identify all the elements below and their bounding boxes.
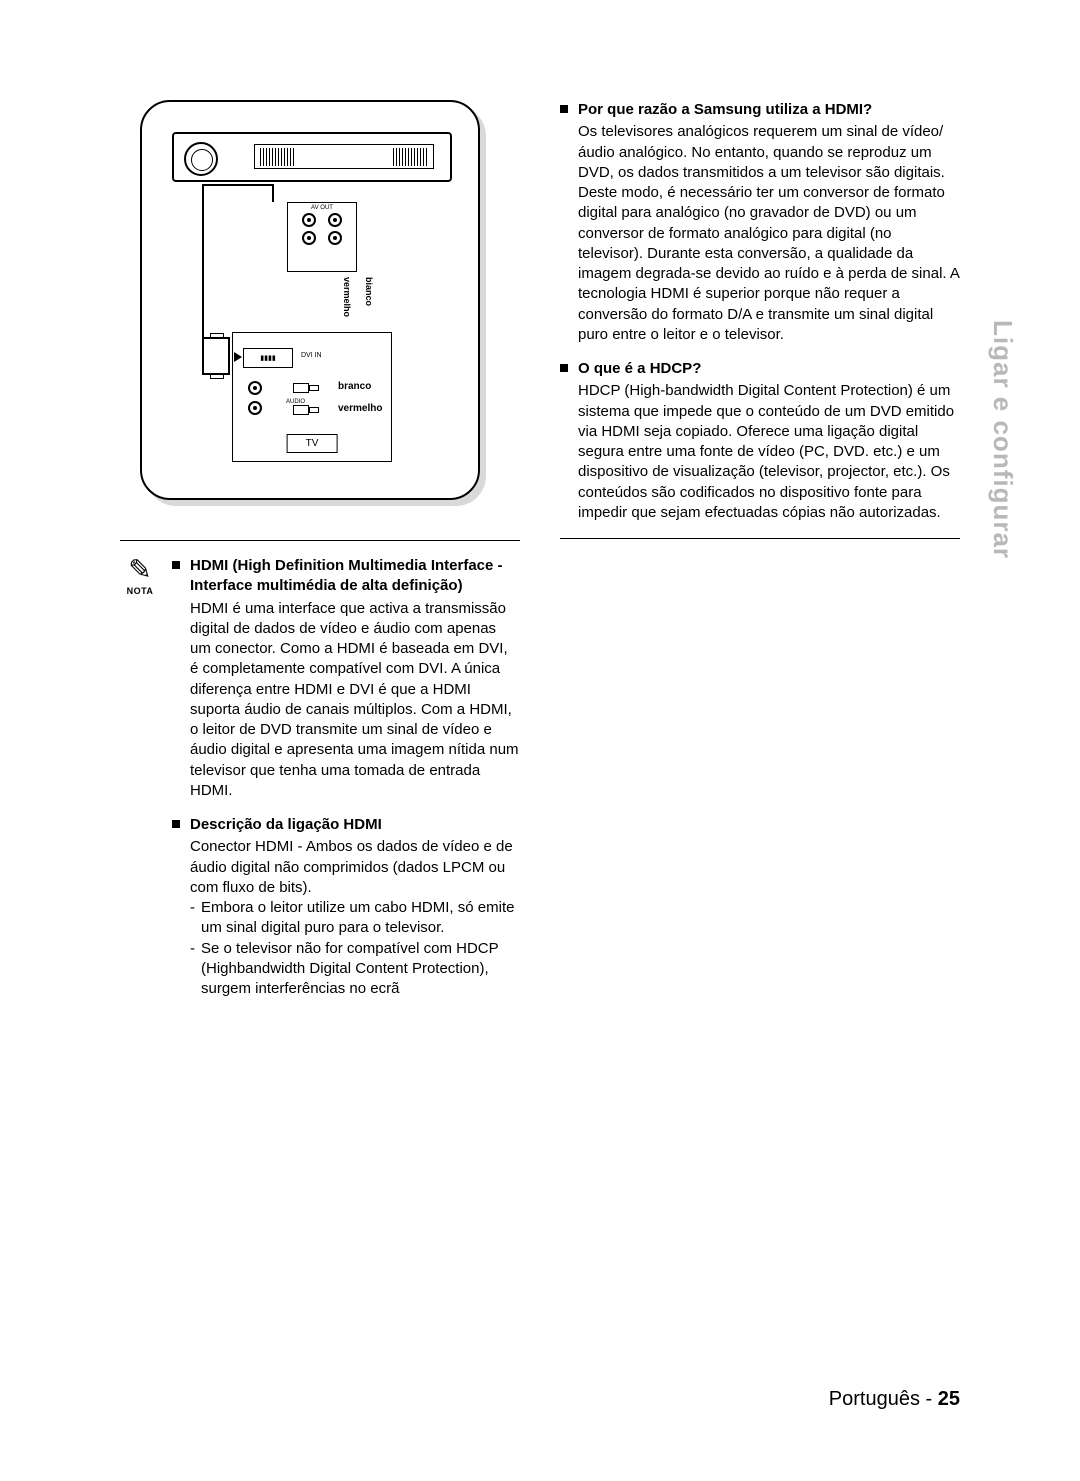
- nota-icon-column: ✎ NOTA: [120, 556, 160, 1013]
- tv-label: TV: [287, 434, 338, 453]
- rca-plug-icon: [293, 383, 333, 393]
- divider: [560, 538, 960, 539]
- rca-jack-icon: [302, 213, 316, 227]
- rca-jack-icon: [248, 401, 262, 415]
- cable-color-labels-vertical: vermelho bianco: [342, 277, 374, 317]
- sub-text: Embora o leitor utilize um cabo HDMI, só…: [201, 898, 520, 939]
- bullet-body: Por que razão a Samsung utiliza a HDMI? …: [578, 100, 960, 345]
- footer-sep: -: [920, 1388, 938, 1410]
- rca-jack-icon: [328, 213, 342, 227]
- section-side-tab: Ligar e configurar: [987, 320, 1018, 559]
- bullet-title: Por que razão a Samsung utiliza a HDMI?: [578, 100, 960, 120]
- bullet-title: HDMI (High Definition Multimedia Interfa…: [190, 556, 520, 597]
- bullet-body: O que é a HDCP? HDCP (High-bandwidth Dig…: [578, 359, 960, 523]
- dash-icon: -: [190, 898, 195, 939]
- bullet-body: HDMI (High Definition Multimedia Interfa…: [190, 556, 520, 801]
- bullet-marker-icon: [560, 105, 568, 113]
- bullet-title: O que é a HDCP?: [578, 359, 960, 379]
- tv-box: ▮▮▮▮ DVI IN AUDIO branco vermelho TV: [232, 332, 392, 462]
- sub-list-item: - Se o televisor não for compatível com …: [190, 939, 520, 1000]
- rca-jack-icon: [328, 231, 342, 245]
- right-column: Por que razão a Samsung utiliza a HDMI? …: [560, 100, 960, 1013]
- pencil-icon: ✎: [120, 556, 160, 584]
- cable-segment: [202, 184, 204, 339]
- left-column: AV OUT vermelho bianco: [120, 100, 520, 1013]
- av-out-box: AV OUT: [287, 202, 357, 272]
- bullet-body: Descrição da ligação HDMI Conector HDMI …: [190, 815, 520, 999]
- dvr-unit: [172, 132, 452, 182]
- dvr-back-panel: [254, 144, 434, 169]
- label-bianco-vert: bianco: [364, 277, 374, 317]
- dash-icon: -: [190, 939, 195, 1000]
- bullet-text: HDCP (High-bandwidth Digital Content Pro…: [578, 381, 960, 523]
- rca-jack-icon: [248, 381, 262, 395]
- sub-list: - Embora o leitor utilize um cabo HDMI, …: [190, 898, 520, 999]
- label-branco: branco: [338, 381, 371, 392]
- sub-text: Se o televisor não for compatível com HD…: [201, 939, 520, 1000]
- label-vermelho-vert: vermelho: [342, 277, 352, 317]
- fan-icon: [184, 142, 218, 176]
- bullet-marker-icon: [560, 364, 568, 372]
- bullet-item: O que é a HDCP? HDCP (High-bandwidth Dig…: [560, 359, 960, 523]
- bullet-item: Por que razão a Samsung utiliza a HDMI? …: [560, 100, 960, 345]
- label-vermelho: vermelho: [338, 403, 382, 414]
- footer-language: Português: [829, 1388, 920, 1410]
- audio-jacks: AUDIO: [248, 381, 262, 421]
- cable-segment: [202, 184, 272, 186]
- divider: [120, 540, 520, 541]
- bullet-title: Descrição da ligação HDMI: [190, 815, 520, 835]
- dvi-connector-icon: [202, 337, 230, 375]
- dvi-in-label: DVI IN: [301, 352, 322, 359]
- nota-content: HDMI (High Definition Multimedia Interfa…: [172, 556, 520, 1013]
- av-out-label: AV OUT: [288, 203, 356, 211]
- bullet-text: Os televisores analógicos requerem um si…: [578, 122, 960, 345]
- bullet-marker-icon: [172, 820, 180, 828]
- bullet-item: HDMI (High Definition Multimedia Interfa…: [172, 556, 520, 801]
- bullet-text: HDMI é uma interface que activa a transm…: [190, 599, 520, 802]
- page-content: AV OUT vermelho bianco: [120, 100, 960, 1013]
- bullet-marker-icon: [172, 561, 180, 569]
- connection-diagram: AV OUT vermelho bianco: [140, 100, 480, 500]
- bullet-text: Conector HDMI - Ambos os dados de vídeo …: [190, 837, 520, 898]
- nota-section: ✎ NOTA HDMI (High Definition Multimedia …: [120, 556, 520, 1013]
- rca-plug-icon: [293, 405, 333, 415]
- bullet-item: Descrição da ligação HDMI Conector HDMI …: [172, 815, 520, 999]
- sub-list-item: - Embora o leitor utilize um cabo HDMI, …: [190, 898, 520, 939]
- footer-page-number: 25: [938, 1388, 960, 1410]
- page-footer: Português - 25: [829, 1388, 960, 1411]
- cable-segment: [272, 184, 274, 202]
- rca-jack-icon: [302, 231, 316, 245]
- nota-label: NOTA: [120, 586, 160, 596]
- dvi-port: ▮▮▮▮: [243, 348, 293, 368]
